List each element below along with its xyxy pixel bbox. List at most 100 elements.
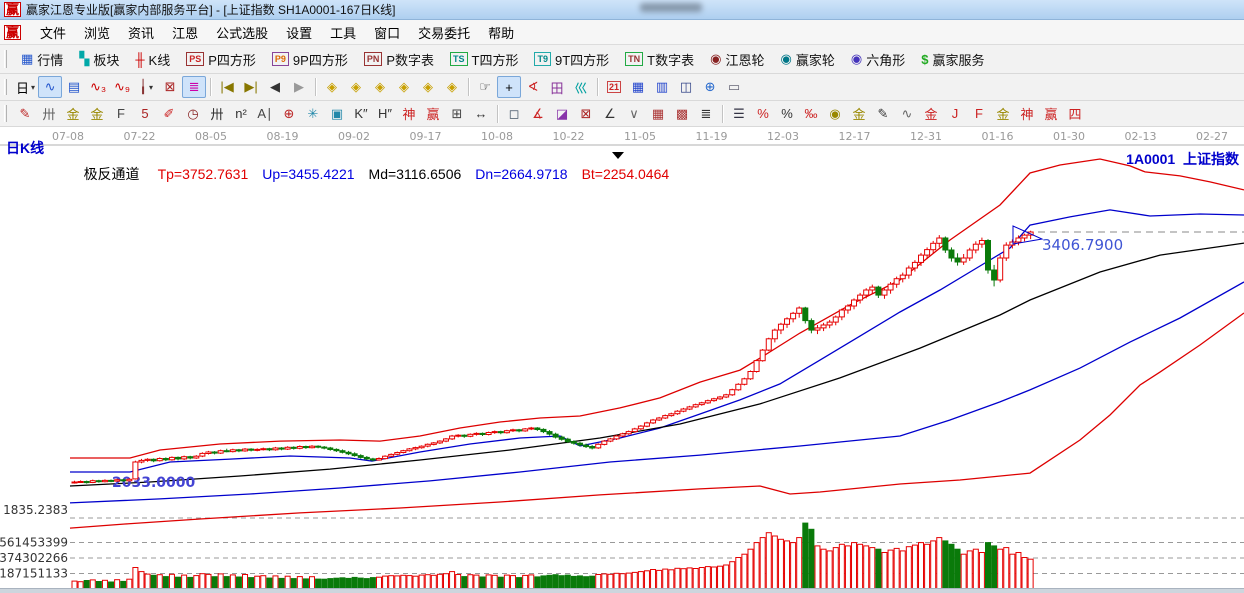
shen-tool[interactable]: 神 [397,103,421,125]
angle-measure-button[interactable]: ∢ [521,76,545,98]
toolbar-grip[interactable] [4,49,7,69]
pattern-button[interactable]: ⊠ [158,76,182,98]
save-button[interactable]: ◫ [674,76,698,98]
toolbar-grip[interactable] [4,78,7,96]
candle-style-button[interactable]: ╽ ▾ [134,76,158,98]
menu-item-9[interactable]: 帮助 [488,25,515,41]
ladder-tool[interactable]: ☰ [727,103,751,125]
j-angle-tool[interactable]: J [943,103,967,125]
menu-item-5[interactable]: 设置 [286,25,313,41]
print-button[interactable]: ▭ [722,76,746,98]
brush-tool[interactable]: ✎ [13,103,37,125]
horizontal-scrollbar[interactable] [0,588,1244,593]
gann-box-button[interactable]: 田 [545,76,569,98]
menu-item-0[interactable]: 文件 [40,25,67,41]
gann-wheel-button[interactable]: ◉ 江恩轮 [702,47,772,72]
9p-square-button[interactable]: P9 9P四方形 [264,47,356,72]
crosshair-button[interactable]: + [497,76,522,98]
sectors-button[interactable]: ▚ 板块 [71,47,127,72]
box-select-tool[interactable]: ◻ [502,103,526,125]
price-lines-tool[interactable]: 卅 [205,103,229,125]
t-square-button[interactable]: TS T四方形 [442,47,526,72]
grid-b-tool[interactable]: ▩ [670,103,694,125]
quotes-button[interactable]: ▦ 行情 [13,47,71,72]
grid-lines-tool[interactable]: 卅 [37,103,61,125]
win-angle-tool[interactable]: 赢 [1039,103,1063,125]
diamond-zoom-in-button[interactable]: ◈ [416,76,440,98]
width-measure-tool[interactable]: ↔ [469,103,493,125]
v-wave-tool[interactable]: ∨ [622,103,646,125]
percent-tool[interactable]: % [775,103,799,125]
f-angle-tool[interactable]: F [967,103,991,125]
menu-item-4[interactable]: 公式选股 [216,25,269,41]
last-bar-button[interactable]: ▶| [239,76,263,98]
fan-lines-button[interactable]: 巛 [569,76,593,98]
chart-canvas[interactable]: 07-08 07-22 08-05 08-19 09-02 09-17 10-08 10-22… [0,127,1244,588]
menu-item-7[interactable]: 窗口 [374,25,401,41]
circle-cross-tool[interactable]: ⊕ [277,103,301,125]
toolbar-grip[interactable] [4,105,7,122]
angle-rays-tool[interactable]: ∠ [598,103,622,125]
next-bar-button[interactable]: ▶ [287,76,311,98]
a-line-tool[interactable]: A∣ [253,103,277,125]
hexagon-button[interactable]: ◉ 六角形 [843,47,913,72]
menu-item-8[interactable]: 交易委托 [418,25,471,41]
five-grid-tool[interactable]: 5 [133,103,157,125]
color-histogram-button[interactable]: ≣ [182,76,207,98]
wave-9-button[interactable]: ∿₉ [110,76,134,98]
f-grid-tool[interactable]: F [109,103,133,125]
menu-item-6[interactable]: 工具 [330,25,357,41]
shen-angle-tool[interactable]: 神 [1015,103,1039,125]
k-wave-tool[interactable]: K″ [349,103,373,125]
ruler-tool[interactable]: ⊞ [445,103,469,125]
gold-angle-tool[interactable]: 金 [991,103,1015,125]
star-circle-tool[interactable]: ✳ [301,103,325,125]
diamond-left-button[interactable]: ◈ [320,76,344,98]
win-tool[interactable]: 赢 [421,103,445,125]
wave-a-tool[interactable]: ∿ [895,103,919,125]
hand-tool-button[interactable]: ☞ [473,76,497,98]
menu-item-3[interactable]: 江恩 [172,25,199,41]
menu-item-2[interactable]: 资讯 [128,25,155,41]
info-doc-button[interactable]: ▤ [62,76,86,98]
square-grid-tool[interactable]: ▣ [325,103,349,125]
small-brush-tool[interactable]: ✎ [871,103,895,125]
menu-item-1[interactable]: 浏览 [84,25,111,41]
fan-box-purple-tool[interactable]: ◪ [550,103,574,125]
fan-box-red-tool[interactable]: ⊠ [574,103,598,125]
gold-grid2-tool[interactable]: 金 [85,103,109,125]
h-wave-tool[interactable]: H″ [373,103,397,125]
percent-zone-tool[interactable]: % [751,103,775,125]
9t-square-button[interactable]: T9 9T四方形 [526,47,617,72]
diamond-expand-button[interactable]: ◈ [368,76,392,98]
gold-grid-tool[interactable]: 金 [61,103,85,125]
calculator-button[interactable]: ▦ [626,76,650,98]
n-square-tool[interactable]: n² [229,103,253,125]
p-square-button[interactable]: PS P四方形 [178,47,264,72]
gold-circle-tool[interactable]: ◉ [823,103,847,125]
period-day-button[interactable]: 日 ▾ [13,76,38,98]
p-table-button[interactable]: PN P数字表 [356,47,442,72]
winner-wheel-button[interactable]: ◉ 赢家轮 [772,47,842,72]
web-button[interactable]: ⊕ [698,76,722,98]
step-lines-tool[interactable]: ≣ [694,103,718,125]
kline-button[interactable]: ╫ K线 [127,47,178,72]
permille-tool[interactable]: ‰ [799,103,823,125]
gold-lines-tool[interactable]: 金 [847,103,871,125]
t-table-button[interactable]: TN T数字表 [617,47,702,72]
wave-3-button[interactable]: ∿₃ [86,76,110,98]
zoom-wave-button[interactable]: ∿ [38,76,63,98]
fan-red-tool[interactable]: ∡ [526,103,550,125]
diamond-compress-button[interactable]: ◈ [392,76,416,98]
time-circle-tool[interactable]: ◷ [181,103,205,125]
calendar-button[interactable]: 21 [602,76,626,98]
red-brush-tool[interactable]: ✐ [157,103,181,125]
prev-bar-button[interactable]: ◀ [263,76,287,98]
first-bar-button[interactable]: |◀ [215,76,239,98]
diamond-zoom-out-button[interactable]: ◈ [440,76,464,98]
grid-a-tool[interactable]: ▦ [646,103,670,125]
four-angle-tool[interactable]: 四 [1063,103,1087,125]
diamond-right-button[interactable]: ◈ [344,76,368,98]
notepad-button[interactable]: ▥ [650,76,674,98]
winner-service-button[interactable]: $ 赢家服务 [913,47,992,72]
